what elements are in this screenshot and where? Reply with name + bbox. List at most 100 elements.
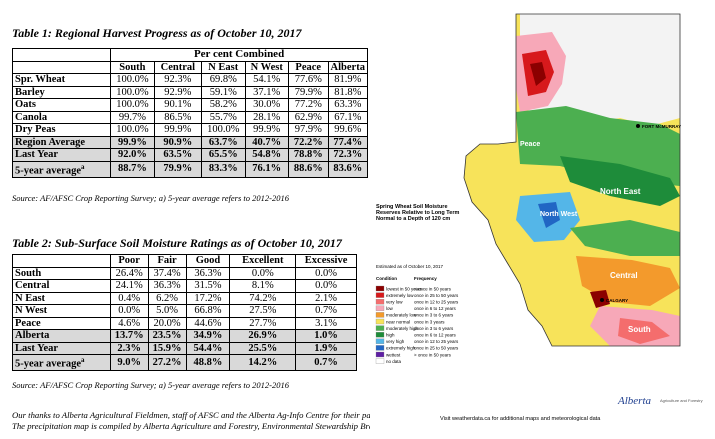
table-cell: 54.8% xyxy=(244,148,289,162)
table-cell: 92.9% xyxy=(153,85,203,99)
table-cell: 100.0% xyxy=(110,123,155,137)
table1-col-header: N West xyxy=(244,60,289,74)
footer-thanks: Our thanks to Alberta Agricultural Field… xyxy=(12,410,605,420)
legend-condition: very low xyxy=(386,300,403,305)
legend-swatch xyxy=(375,358,385,364)
table-cell: 99.6% xyxy=(327,123,369,137)
table-cell: 86.5% xyxy=(153,110,203,124)
page-footer: Our thanks to Alberta Agricultural Field… xyxy=(12,410,702,431)
table-row: N East 0.4% 6.2% 17.2% 74.2% 2.1% xyxy=(12,291,357,305)
table-cell: 23.5% xyxy=(147,329,187,343)
row-label: Canola xyxy=(11,110,112,124)
calgary-marker xyxy=(600,298,604,302)
legend-condition: moderately high xyxy=(386,326,419,331)
table-cell: 77.6% xyxy=(287,73,329,87)
row-label: Region Average xyxy=(11,135,112,149)
table2-title: Table 2: Sub-Surface Soil Moisture Ratin… xyxy=(12,236,342,250)
table-cell: 36.3% xyxy=(185,266,231,280)
table1-title: Table 1: Regional Harvest Progress as of… xyxy=(12,26,302,40)
table-row: Last Year 2.3% 15.9% 54.4% 25.5% 1.9% xyxy=(12,341,357,355)
table2-col-header: Good xyxy=(185,254,231,268)
legend-condition: high xyxy=(386,333,395,338)
soil-moisture-map: FORT McMURRAY CALGARY Peace North East N… xyxy=(370,6,710,434)
row-label: Central xyxy=(12,279,111,293)
table-cell: 83.3% xyxy=(201,160,246,178)
table-cell: 72.3% xyxy=(327,148,369,162)
table2-col-header: Fair xyxy=(147,254,187,268)
table1-column-header-row: South Central N East N West Peace Albert… xyxy=(11,60,369,74)
table-cell: 63.5% xyxy=(153,148,203,162)
row-label: 5-year averagea xyxy=(11,160,112,178)
legend-condition: very high xyxy=(386,339,405,344)
map-legend: lowest in 50 years< once in 50 yearsextr… xyxy=(375,285,459,364)
table-cell: 77.4% xyxy=(327,135,369,149)
table-cell: 67.1% xyxy=(327,110,369,124)
table-cell: 44.6% xyxy=(185,316,231,330)
legend-swatch xyxy=(375,312,385,318)
table-cell: 100.0% xyxy=(201,123,246,137)
table-cell: 99.9% xyxy=(153,123,203,137)
table-cell: 34.9% xyxy=(185,329,231,343)
table-row: Dry Peas 100.0% 99.9% 100.0% 99.9% 97.9% 99.6% xyxy=(11,123,369,137)
table-cell: 0.4% xyxy=(109,291,149,305)
table-cell: 9.0% xyxy=(109,354,149,371)
table1-col-header: South xyxy=(110,60,155,74)
table-cell: 88.6% xyxy=(287,160,329,178)
legend-swatch xyxy=(375,351,385,358)
table1-col-header: Central xyxy=(153,60,203,74)
legend-frequency: once in 6 to 12 years xyxy=(414,333,457,338)
table-cell: 72.2% xyxy=(287,135,329,149)
region-label-south: South xyxy=(628,325,651,334)
row-label: Last Year xyxy=(12,341,111,355)
legend-swatch xyxy=(375,332,385,338)
table-row: Spr. Wheat 100.0% 92.3% 69.8% 54.1% 77.6% 81.9… xyxy=(11,73,369,87)
legend-frequency: once in 6 to 12 years xyxy=(414,306,457,311)
table-row: Alberta 13.7% 23.5% 34.9% 26.9% 1.0% xyxy=(12,329,357,343)
footer-map-credit: The precipitation map is compiled by Alb… xyxy=(12,420,539,431)
legend-condition: moderately low xyxy=(386,313,417,318)
harvest-progress-table: Per cent Combined South Central N East N… xyxy=(11,48,369,178)
table-cell: 59.1% xyxy=(201,85,246,99)
table-cell: 77.2% xyxy=(287,98,329,112)
table-cell: 65.5% xyxy=(201,148,246,162)
legend-condition: lowest in 50 years xyxy=(386,286,423,291)
table-row: N West 0.0% 5.0% 66.8% 27.5% 0.7% xyxy=(12,304,357,318)
map-nw-extremely-high xyxy=(538,202,560,228)
legend-swatch xyxy=(375,299,385,305)
footnote-marker: a xyxy=(80,356,85,364)
map-high-band xyxy=(560,156,680,206)
table-cell: 31.5% xyxy=(185,279,231,293)
table-cell: 54.1% xyxy=(244,73,289,87)
legend-frequency: once in 25 to 50 years xyxy=(414,293,459,298)
table-cell: 1.0% xyxy=(295,329,357,343)
legend-frequency: once in 3 to 6 years xyxy=(414,313,454,318)
table-cell: 54.4% xyxy=(185,341,231,355)
table-cell: 97.9% xyxy=(287,123,329,137)
region-label-peace: Peace xyxy=(520,141,540,148)
row-label: Oats xyxy=(11,98,112,112)
table-row: Canola 99.7% 86.5% 55.7% 28.1% 62.9% 67.1% xyxy=(11,110,369,124)
table-cell: 99.9% xyxy=(244,123,289,137)
table-cell: 20.0% xyxy=(147,316,187,330)
fort-mcmurray-marker xyxy=(636,124,640,128)
table-cell: 100.0% xyxy=(110,85,155,99)
legend-condition: extremely low xyxy=(386,293,414,298)
table-cell: 0.7% xyxy=(295,354,357,371)
row-label: Last Year xyxy=(11,148,112,162)
table-cell: 92.3% xyxy=(153,73,203,87)
soil-moisture-table: Poor Fair Good Excellent Excessive South… xyxy=(12,254,357,371)
row-label: N East xyxy=(12,291,111,305)
table-cell: 58.2% xyxy=(201,98,246,112)
table-cell: 62.9% xyxy=(287,110,329,124)
table-row: Barley 100.0% 92.9% 59.1% 37.1% 79.9% 81.8% xyxy=(11,85,369,99)
region-label-north-west: North West xyxy=(540,211,578,218)
legend-frequency: once in 12 to 25 years xyxy=(414,300,459,305)
table2-col-header: Excellent xyxy=(229,254,297,268)
table-cell: 27.5% xyxy=(229,304,297,318)
row-label: South xyxy=(12,266,111,280)
table-cell: 79.9% xyxy=(287,85,329,99)
table-cell: 90.9% xyxy=(153,135,203,149)
legend-condition: no data xyxy=(386,359,402,364)
footnote-marker: a xyxy=(80,162,85,171)
legend-frequency: once in 25 to 50 years xyxy=(414,346,459,351)
